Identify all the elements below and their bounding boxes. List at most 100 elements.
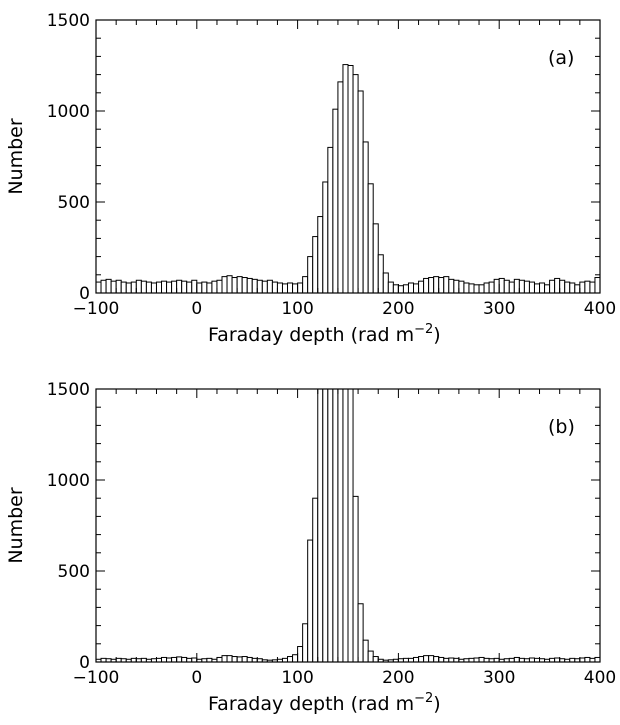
histogram-bar	[493, 278, 500, 294]
y-tick-labels-b: 0 500 1000 1500	[47, 380, 90, 673]
histogram-bar	[423, 655, 430, 663]
x-tick-label: 200	[382, 668, 414, 688]
y-tick-label: 500	[58, 562, 90, 582]
y-tick-label: 1000	[47, 471, 90, 491]
histogram-bar	[105, 278, 112, 294]
y-tick-labels-a: 0 500 1000 1500	[47, 11, 90, 304]
histogram-bar	[327, 388, 334, 663]
histogram-bar	[448, 278, 455, 294]
histogram-bar	[246, 656, 253, 663]
histogram-bar	[236, 656, 243, 663]
plot-frame-a	[95, 19, 601, 294]
x-tick-label: 400	[584, 668, 616, 688]
histogram-bar	[297, 282, 304, 294]
histogram-bar	[312, 497, 319, 663]
histogram-bar	[423, 277, 430, 294]
histogram-bar	[287, 656, 294, 663]
histogram-bar	[292, 283, 299, 294]
histogram-bar	[513, 278, 520, 294]
x-tick-label: 100	[281, 299, 313, 319]
histogram-bar	[569, 282, 576, 294]
histogram-bar	[579, 657, 586, 663]
x-axis-title-a: Faraday depth (rad m−2)	[208, 322, 441, 346]
histogram-bar	[473, 657, 480, 663]
histogram-bar	[594, 277, 601, 294]
histogram-bar	[372, 656, 379, 663]
x-tick-label: 200	[382, 299, 414, 319]
histogram-bar	[312, 236, 319, 294]
histogram-bar	[554, 657, 561, 663]
histogram-bar	[413, 656, 420, 663]
histogram-bar	[347, 65, 354, 294]
histogram-bar	[342, 64, 349, 294]
histogram-bar	[559, 279, 566, 294]
histogram-bar	[317, 216, 324, 294]
histogram-bar	[478, 284, 485, 294]
histogram-bar	[352, 74, 359, 294]
histogram-bar	[246, 277, 253, 294]
histogram-bar	[488, 281, 495, 294]
histogram-bar	[433, 276, 440, 294]
histogram-bar	[125, 282, 132, 294]
histogram-bar	[453, 279, 460, 294]
histogram-bar	[322, 181, 329, 294]
histogram-bars-a	[95, 64, 601, 294]
histogram-bar	[574, 284, 581, 294]
x-tick-label: 400	[584, 299, 616, 319]
histogram-bar	[332, 388, 339, 663]
histogram-bar	[544, 284, 551, 294]
histogram-bar	[483, 282, 490, 294]
histogram-bar	[332, 108, 339, 294]
histogram-bar	[191, 279, 198, 294]
histogram-bar	[418, 656, 425, 663]
x-tick-label: −100	[73, 299, 120, 319]
histogram-bar	[206, 282, 213, 294]
histogram-bar	[438, 277, 445, 294]
histogram-bar	[377, 254, 384, 294]
histogram-bar	[307, 256, 314, 294]
histogram-bar	[226, 655, 233, 663]
histogram-bar	[428, 655, 435, 663]
histogram-bar	[438, 656, 445, 663]
histogram-bar	[191, 657, 198, 663]
histogram-bar	[216, 279, 223, 294]
histogram-bar	[533, 283, 541, 294]
histogram-bar	[528, 657, 535, 663]
histogram-bar	[231, 277, 238, 294]
x-tick-labels-b: −100 0 100 200 300 400	[73, 668, 617, 688]
histogram-bar	[382, 272, 389, 294]
x-tick-label: 100	[281, 668, 313, 688]
ticks-b	[95, 388, 601, 663]
histogram-bar	[554, 277, 561, 294]
histogram-bar	[584, 280, 591, 294]
histogram-bar	[528, 281, 535, 294]
histogram-bar	[171, 280, 178, 294]
histogram-bar	[281, 283, 289, 294]
histogram-bar	[155, 281, 163, 294]
histogram-bar	[221, 276, 228, 294]
histogram-bar	[161, 656, 168, 663]
histogram-bar	[161, 280, 168, 294]
histogram-bar	[140, 280, 147, 294]
histogram-bar	[518, 279, 525, 294]
histogram-bar	[579, 281, 586, 294]
x-axis-title-b: Faraday depth (rad m−2)	[208, 691, 441, 715]
histogram-bars-b	[95, 388, 601, 663]
histogram-bar	[100, 279, 107, 294]
histogram-bar	[221, 655, 228, 663]
histogram-bar	[327, 146, 334, 294]
histogram-bar	[176, 656, 183, 663]
histogram-bar	[564, 281, 571, 294]
histogram-bar	[428, 277, 435, 294]
histogram-bar	[307, 539, 314, 663]
histogram-bar	[362, 639, 369, 663]
histogram-bar	[362, 141, 369, 294]
histogram-bar	[397, 285, 404, 294]
plot-frame-b	[95, 388, 601, 663]
histogram-bar	[589, 281, 596, 294]
histogram-bar	[115, 279, 122, 294]
histogram-bar	[241, 277, 248, 294]
y-tick-label: 1000	[47, 102, 90, 122]
